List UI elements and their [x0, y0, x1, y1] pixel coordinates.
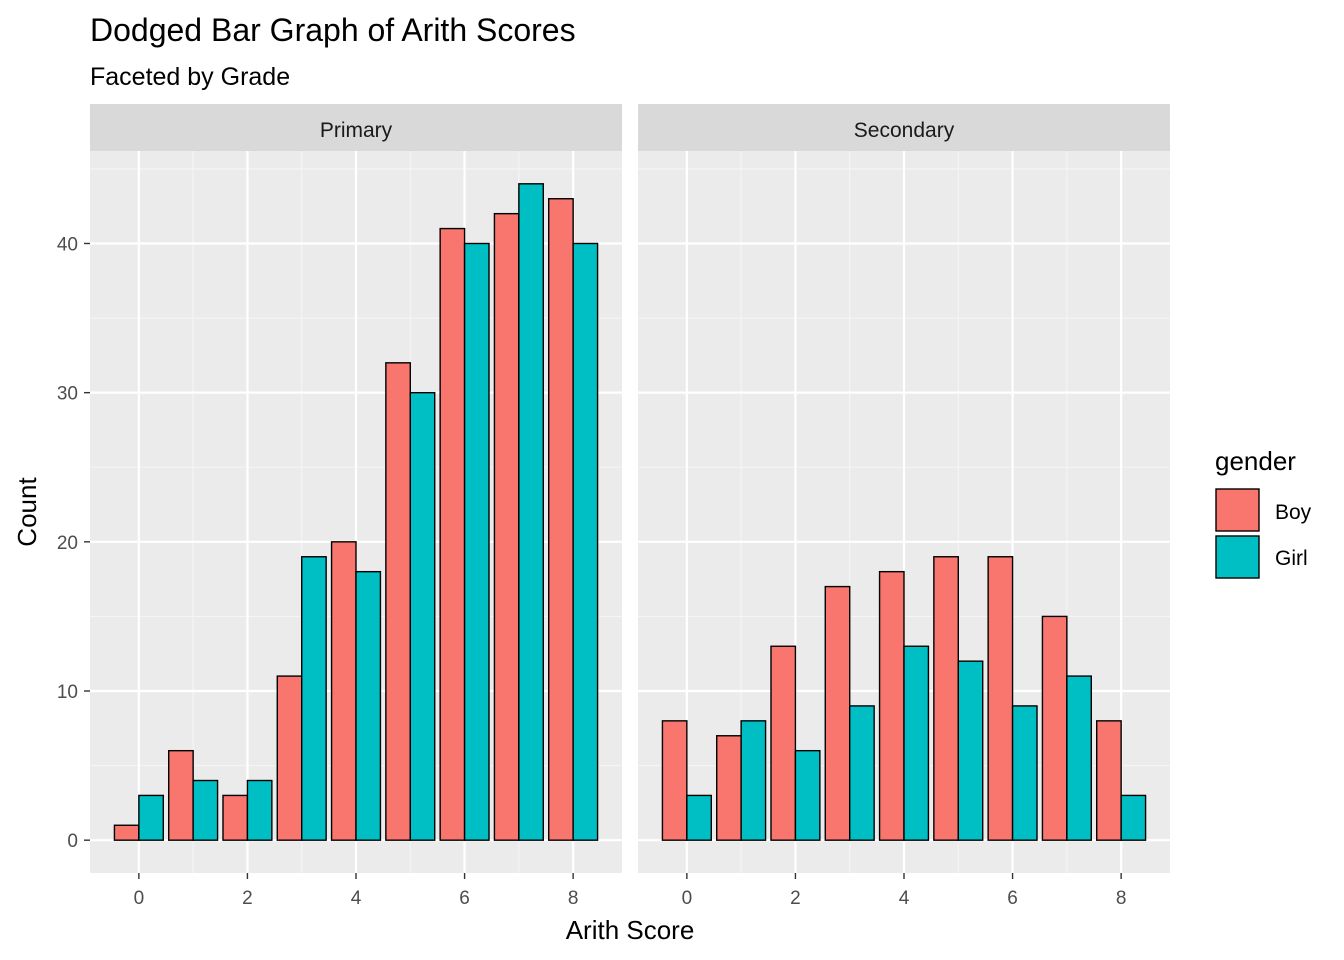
bar-secondary-boy-0 — [661, 720, 688, 841]
bar-secondary-boy-4 — [878, 570, 905, 841]
y-tick-label: 10 — [57, 682, 78, 703]
chart-title: Dodged Bar Graph of Arith Scores — [90, 12, 576, 48]
bar-primary-girl-5 — [409, 391, 436, 841]
bar-secondary-boy-2 — [770, 645, 797, 841]
bar-primary-boy-3 — [276, 675, 303, 841]
x-tick-label: 2 — [242, 888, 253, 909]
bar-secondary-boy-1 — [716, 735, 742, 841]
legend-label-girl: Girl — [1275, 547, 1308, 570]
legend-key-boy — [1215, 488, 1260, 532]
bar-primary-boy-4 — [330, 541, 357, 841]
x-tick-label: 0 — [682, 888, 693, 909]
bar-primary-boy-0 — [113, 824, 140, 841]
facet-primary: Primary 0 2 4 6 8 0 10 20 30 40 — [57, 104, 622, 909]
bar-primary-boy-7 — [493, 212, 520, 841]
x-tick-label: 8 — [568, 888, 579, 909]
y-tick-label: 20 — [57, 533, 78, 554]
facet-strip-primary — [90, 104, 622, 151]
legend-title: gender — [1215, 446, 1296, 476]
bar-primary-girl-8 — [572, 242, 599, 841]
y-tick-label: 0 — [67, 831, 78, 852]
facet-strip-secondary — [638, 104, 1170, 151]
legend: gender Boy Girl — [1215, 446, 1312, 579]
x-tick-label: 4 — [899, 888, 910, 909]
bar-secondary-boy-7 — [1041, 615, 1068, 841]
bar-secondary-girl-6 — [1011, 705, 1038, 841]
bar-secondary-girl-7 — [1066, 675, 1092, 841]
bar-primary-girl-2 — [246, 779, 273, 841]
bar-secondary-girl-1 — [740, 720, 767, 841]
legend-label-boy: Boy — [1275, 501, 1312, 524]
bar-secondary-girl-0 — [686, 794, 712, 841]
legend-key-girl — [1215, 535, 1260, 579]
bar-primary-boy-8 — [548, 198, 574, 841]
bar-primary-girl-7 — [518, 183, 544, 841]
facet-secondary: Secondary 0 2 4 6 8 — [638, 104, 1170, 909]
bar-secondary-girl-5 — [957, 660, 984, 841]
bar-primary-girl-0 — [138, 794, 164, 841]
bar-secondary-boy-3 — [824, 585, 851, 841]
x-tick-label: 8 — [1116, 888, 1127, 909]
bar-secondary-girl-8 — [1120, 794, 1147, 841]
bar-primary-boy-6 — [439, 227, 466, 841]
facet-label-secondary: Secondary — [854, 119, 955, 142]
bar-primary-girl-3 — [301, 556, 327, 841]
x-tick-label: 4 — [351, 888, 362, 909]
bar-secondary-girl-4 — [903, 645, 930, 841]
x-tick-label: 6 — [459, 888, 470, 909]
y-axis-title: Count — [12, 477, 42, 547]
x-axis-title: Arith Score — [566, 915, 695, 945]
facet-label-primary: Primary — [320, 119, 393, 142]
bar-secondary-boy-5 — [933, 556, 959, 841]
bar-secondary-girl-2 — [794, 749, 821, 841]
chart-subtitle: Faceted by Grade — [90, 63, 290, 91]
bar-secondary-boy-6 — [987, 556, 1014, 841]
bar-primary-girl-1 — [192, 779, 219, 841]
bar-secondary-boy-8 — [1096, 720, 1122, 841]
bar-secondary-girl-3 — [849, 705, 875, 841]
bar-primary-girl-4 — [355, 570, 382, 841]
x-tick-label: 6 — [1007, 888, 1018, 909]
bar-primary-boy-2 — [222, 794, 249, 841]
x-tick-label: 2 — [790, 888, 801, 909]
y-tick-label: 40 — [57, 234, 78, 255]
facets: Primary 0 2 4 6 8 0 10 20 30 40 Secondary 0 2 4 6 8 — [57, 104, 1170, 909]
x-tick-label: 0 — [134, 888, 145, 909]
bar-primary-girl-6 — [463, 242, 490, 841]
bar-primary-boy-5 — [385, 362, 411, 841]
bar-primary-boy-1 — [168, 749, 194, 841]
y-tick-label: 30 — [57, 384, 78, 405]
